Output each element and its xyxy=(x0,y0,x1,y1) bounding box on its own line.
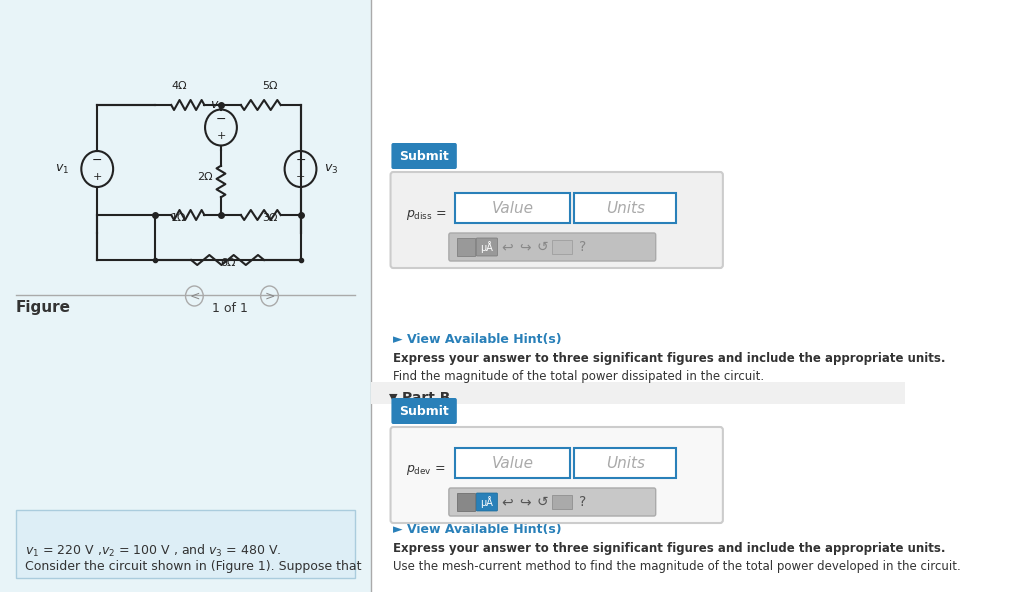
Text: ↺: ↺ xyxy=(537,495,549,509)
Text: $v_1$ = 220 V ,$v_2$ = 100 V , and $v_3$ = 480 V.: $v_1$ = 220 V ,$v_2$ = 100 V , and $v_3$… xyxy=(25,543,281,559)
Text: ↪: ↪ xyxy=(519,240,530,254)
Text: $v_2$: $v_2$ xyxy=(210,99,223,112)
FancyBboxPatch shape xyxy=(476,493,498,511)
Text: 3Ω: 3Ω xyxy=(262,213,278,223)
FancyBboxPatch shape xyxy=(390,427,723,523)
Text: −: − xyxy=(92,155,102,168)
Text: Value: Value xyxy=(492,455,534,471)
Text: ↪: ↪ xyxy=(519,495,530,509)
Text: Units: Units xyxy=(606,201,645,215)
FancyBboxPatch shape xyxy=(574,193,676,223)
Text: 4Ω: 4Ω xyxy=(171,81,186,91)
FancyBboxPatch shape xyxy=(455,448,570,478)
FancyBboxPatch shape xyxy=(16,510,355,578)
Text: $v_3$: $v_3$ xyxy=(324,162,338,176)
Text: Submit: Submit xyxy=(399,150,449,162)
Text: ↺: ↺ xyxy=(537,240,549,254)
Text: $v_1$: $v_1$ xyxy=(55,162,69,176)
Text: ↩: ↩ xyxy=(502,240,513,254)
Text: +: + xyxy=(296,172,305,182)
FancyBboxPatch shape xyxy=(455,193,570,223)
Text: Consider the circuit shown in (Figure 1). Suppose that: Consider the circuit shown in (Figure 1)… xyxy=(25,560,361,573)
Text: >: > xyxy=(264,289,274,303)
Text: −: − xyxy=(216,113,226,126)
Text: <: < xyxy=(189,289,200,303)
Text: ?: ? xyxy=(579,240,586,254)
Text: Use the mesh-current method to find the magnitude of the total power developed i: Use the mesh-current method to find the … xyxy=(393,560,961,573)
Text: Figure: Figure xyxy=(16,300,71,315)
Text: ▼: ▼ xyxy=(389,393,397,403)
Text: Units: Units xyxy=(606,455,645,471)
Text: μÅ: μÅ xyxy=(480,496,494,508)
Text: Express your answer to three significant figures and include the appropriate uni: Express your answer to three significant… xyxy=(393,352,946,365)
Text: 6Ω: 6Ω xyxy=(220,258,236,268)
FancyBboxPatch shape xyxy=(391,143,457,169)
Text: Value: Value xyxy=(492,201,534,215)
FancyBboxPatch shape xyxy=(552,495,571,509)
FancyBboxPatch shape xyxy=(449,488,655,516)
FancyBboxPatch shape xyxy=(390,172,723,268)
FancyBboxPatch shape xyxy=(552,240,571,254)
Text: ► View Available Hint(s): ► View Available Hint(s) xyxy=(393,523,562,536)
FancyBboxPatch shape xyxy=(0,0,371,592)
Text: 5Ω: 5Ω xyxy=(262,81,278,91)
Text: μÅ: μÅ xyxy=(480,241,494,253)
Text: −: − xyxy=(295,155,306,168)
Text: Part B: Part B xyxy=(402,391,451,405)
Text: 1 of 1: 1 of 1 xyxy=(212,302,248,315)
Text: Submit: Submit xyxy=(399,404,449,417)
FancyBboxPatch shape xyxy=(371,0,905,592)
FancyBboxPatch shape xyxy=(371,382,905,404)
FancyBboxPatch shape xyxy=(476,238,498,256)
Text: $p_\mathrm{dev}$ =: $p_\mathrm{dev}$ = xyxy=(406,463,445,477)
FancyBboxPatch shape xyxy=(391,398,457,424)
Text: 1Ω: 1Ω xyxy=(171,213,186,223)
Text: 2Ω: 2Ω xyxy=(198,172,213,182)
Text: +: + xyxy=(216,131,225,141)
FancyBboxPatch shape xyxy=(574,448,676,478)
FancyBboxPatch shape xyxy=(457,238,474,256)
Text: ?: ? xyxy=(579,495,586,509)
Text: +: + xyxy=(92,172,102,182)
Text: ↩: ↩ xyxy=(502,495,513,509)
FancyBboxPatch shape xyxy=(457,493,474,511)
Text: Find the magnitude of the total power dissipated in the circuit.: Find the magnitude of the total power di… xyxy=(393,370,764,383)
Text: $p_\mathrm{diss}$ =: $p_\mathrm{diss}$ = xyxy=(406,208,446,222)
Text: Express your answer to three significant figures and include the appropriate uni: Express your answer to three significant… xyxy=(393,542,946,555)
FancyBboxPatch shape xyxy=(449,233,655,261)
Text: ► View Available Hint(s): ► View Available Hint(s) xyxy=(393,333,562,346)
